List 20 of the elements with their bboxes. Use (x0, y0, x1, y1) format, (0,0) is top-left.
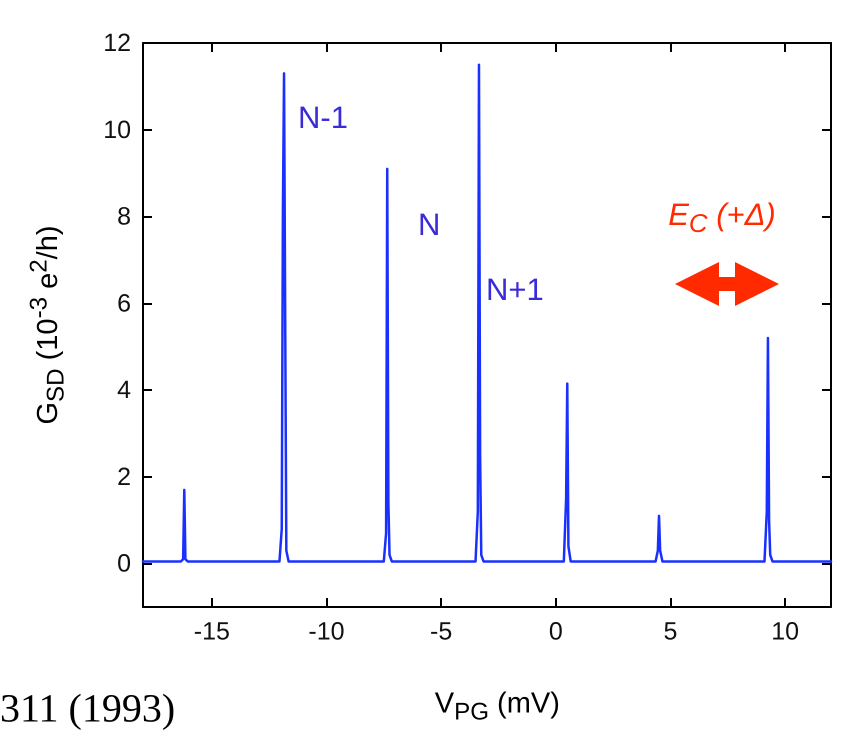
annotation: N+1 (486, 272, 544, 308)
x-tick-label: 5 (664, 618, 678, 646)
y-tick-label: 8 (117, 202, 131, 231)
y-tick-label: 6 (117, 289, 131, 318)
y-tick-label: 10 (103, 116, 131, 144)
line-series (142, 63, 832, 563)
x-tick-label: -15 (194, 618, 230, 646)
annotation: N (418, 207, 440, 243)
annotation: E$_{C}$ (+Δ) (668, 196, 776, 240)
x-tick-label: -10 (308, 618, 345, 646)
text: 311 (1993) (0, 684, 176, 732)
x-tick-label: 0 (548, 618, 563, 646)
x-tick-label: 10 (771, 618, 800, 646)
y-tick-label: 0 (117, 550, 131, 578)
annotation: N-1 (298, 100, 348, 136)
y-tick-label: 12 (103, 29, 131, 57)
y-tick-label: 4 (117, 376, 132, 404)
x-axis-title: V$_{PG}$ (mV) (434, 688, 560, 726)
y-tick-label: 2 (117, 462, 131, 491)
x-tick-label: -5 (430, 618, 452, 646)
